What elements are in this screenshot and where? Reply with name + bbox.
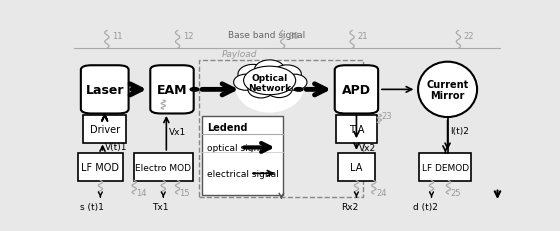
Text: I(t)2: I(t)2	[450, 126, 469, 135]
Text: TIA: TIA	[349, 124, 364, 134]
Ellipse shape	[418, 62, 477, 118]
Ellipse shape	[273, 66, 301, 84]
Text: Vx2: Vx2	[358, 143, 376, 152]
Text: LF DEMOD: LF DEMOD	[422, 163, 469, 172]
Text: 12: 12	[183, 31, 193, 40]
Text: Tx1: Tx1	[152, 202, 169, 211]
Text: LF MOD: LF MOD	[81, 162, 119, 172]
Text: Rx2: Rx2	[341, 202, 358, 211]
Text: Current
Mirror: Current Mirror	[427, 79, 469, 101]
Text: Laser: Laser	[86, 83, 124, 97]
Text: 21: 21	[357, 31, 368, 40]
Text: Vx1: Vx1	[169, 127, 186, 136]
Ellipse shape	[254, 61, 285, 80]
Text: Electro MOD: Electro MOD	[136, 163, 192, 172]
Bar	[419, 154, 472, 181]
Text: 24: 24	[376, 188, 386, 197]
Text: 13: 13	[166, 97, 176, 106]
Text: 11: 11	[112, 31, 123, 40]
Text: optical signal: optical signal	[207, 143, 267, 152]
Text: EAM: EAM	[157, 83, 187, 97]
Text: electrical signal: electrical signal	[207, 169, 278, 178]
Bar	[83, 115, 127, 143]
Text: 15: 15	[179, 188, 190, 197]
Bar	[338, 154, 375, 181]
Text: Payload: Payload	[222, 50, 257, 59]
Text: d (t)2: d (t)2	[413, 202, 438, 211]
Text: Base band signal: Base band signal	[228, 31, 306, 40]
Bar	[336, 115, 377, 143]
Text: Ix2: Ix2	[358, 122, 372, 131]
Text: 23: 23	[381, 111, 392, 120]
Ellipse shape	[266, 81, 292, 98]
Bar	[134, 154, 193, 181]
Ellipse shape	[238, 65, 268, 85]
Text: APD: APD	[342, 83, 371, 97]
Circle shape	[295, 88, 303, 92]
Text: 22: 22	[464, 31, 474, 40]
Ellipse shape	[248, 82, 274, 98]
Circle shape	[190, 88, 199, 92]
FancyBboxPatch shape	[150, 66, 194, 114]
Bar	[78, 154, 123, 181]
FancyBboxPatch shape	[81, 66, 129, 114]
Text: LA: LA	[350, 162, 363, 172]
Text: Driver: Driver	[90, 124, 120, 134]
Bar	[202, 117, 283, 195]
Ellipse shape	[235, 60, 305, 113]
Ellipse shape	[283, 75, 307, 91]
Text: I(t)1: I(t)1	[107, 104, 126, 113]
FancyBboxPatch shape	[335, 66, 378, 114]
Bar	[199, 61, 363, 198]
Text: s (t)1: s (t)1	[80, 202, 104, 211]
Text: Ledend: Ledend	[207, 122, 247, 132]
Text: 25: 25	[451, 188, 461, 197]
Ellipse shape	[244, 67, 296, 95]
Text: V(t)1: V(t)1	[105, 143, 127, 151]
Text: 14: 14	[137, 188, 147, 197]
Text: Optical
Network: Optical Network	[248, 73, 291, 93]
Text: 30: 30	[288, 31, 298, 40]
Ellipse shape	[234, 75, 258, 91]
